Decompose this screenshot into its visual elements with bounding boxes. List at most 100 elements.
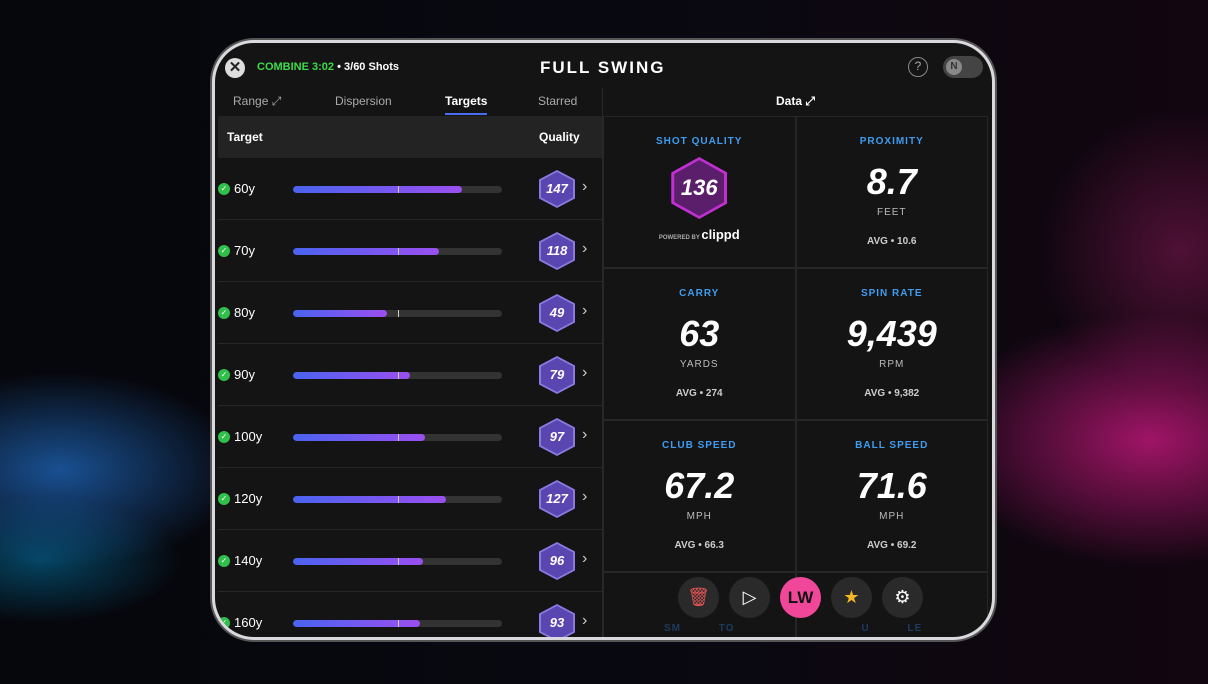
tab-dispersion[interactable]: Dispersion <box>335 94 392 108</box>
col-quality: Quality <box>539 130 580 144</box>
progress-bar <box>293 372 502 379</box>
metric-value: 8.7 <box>866 161 917 202</box>
chevron-right-icon[interactable]: › <box>582 240 588 257</box>
table-row[interactable]: ✓ 90y 79 › <box>218 344 602 406</box>
chevron-right-icon[interactable]: › <box>582 302 588 319</box>
trash-icon: 🗑 <box>687 587 710 607</box>
target-label: 60y <box>234 181 255 196</box>
metric-value: 9,439 <box>846 313 937 354</box>
metric-label: SHOT QUALITY <box>656 136 743 147</box>
data-title[interactable]: Data ⤢ <box>776 94 815 108</box>
check-icon: ✓ <box>218 617 230 629</box>
quality-value: 118 <box>541 234 573 268</box>
metric-cell: CLUB SPEED 67.2 MPH AVG • 66.3 <box>603 420 796 572</box>
metric-unit: MPH <box>686 511 712 522</box>
quality-badge: 97 <box>539 418 575 456</box>
target-label: 90y <box>234 367 255 382</box>
midpoint-marker <box>397 186 399 193</box>
metric-label: CLUB SPEED <box>662 440 737 451</box>
tab-range[interactable]: Range ⤢ <box>233 94 282 108</box>
metric-cell: BALL SPEED 71.6 MPH AVG • 69.2 <box>795 420 988 572</box>
table-row[interactable]: ✓ 120y 127 › <box>218 468 602 530</box>
table-header: Target Quality <box>218 116 602 158</box>
shot-count: • 3/60 Shots <box>337 61 400 73</box>
chevron-right-icon[interactable]: › <box>582 426 588 443</box>
table-row[interactable]: ✓ 140y 96 › <box>218 530 602 592</box>
chevron-right-icon[interactable]: › <box>582 364 588 381</box>
tab-starred[interactable]: Starred <box>538 94 578 108</box>
target-label: 80y <box>234 305 255 320</box>
club-button[interactable]: LW <box>780 577 821 618</box>
progress-bar <box>293 620 502 627</box>
gear-icon: ⚙ <box>894 587 911 607</box>
target-label: 160y <box>234 615 263 630</box>
delete-button[interactable]: 🗑 <box>678 577 719 618</box>
shot-quality-cell: SHOT QUALITY 136 POWERED BY clippd <box>603 116 796 268</box>
play-button[interactable]: ▷ <box>729 577 770 618</box>
settings-button[interactable]: ⚙ <box>882 577 923 618</box>
timer: 3:02 <box>312 61 335 73</box>
table-row[interactable]: ✓ 80y 49 › <box>218 282 602 344</box>
target-label: 70y <box>234 243 255 258</box>
check-icon: ✓ <box>218 245 230 257</box>
shot-quality-value: 136 <box>674 160 725 216</box>
powered-label: POWERED BY <box>658 235 700 241</box>
metric-average: AVG • 69.2 <box>867 540 917 551</box>
progress-bar <box>293 558 502 565</box>
progress-bar <box>293 310 502 317</box>
progress-fill <box>293 496 446 503</box>
target-label: 100y <box>234 429 263 444</box>
quality-badge: 118 <box>539 232 575 270</box>
tablet-screen: ✕ COMBINE 3:02 • 3/60 Shots FULL SWING ?… <box>212 40 995 640</box>
combine-label: COMBINE <box>257 61 309 73</box>
metric-average: AVG • 9,382 <box>864 388 920 399</box>
logo: FULL SWING <box>540 58 666 77</box>
tab-targets[interactable]: Targets <box>445 94 488 115</box>
star-button[interactable]: ★ <box>831 577 872 618</box>
table-row[interactable]: ✓ 60y 147 › <box>218 158 602 220</box>
midpoint-marker <box>397 310 399 317</box>
chevron-right-icon[interactable]: › <box>582 178 588 195</box>
quality-value: 97 <box>541 420 573 454</box>
metric-label: U LE <box>861 623 923 634</box>
chevron-right-icon[interactable]: › <box>582 612 588 629</box>
check-icon: ✓ <box>218 369 230 381</box>
help-button[interactable]: ? <box>908 57 928 77</box>
tab-bar: Range ⤢ Dispersion Targets Starred <box>218 88 602 116</box>
table-row[interactable]: ✓ 160y 93 › <box>218 592 602 637</box>
table-row[interactable]: ✓ 70y 118 › <box>218 220 602 282</box>
progress-bar <box>293 248 502 255</box>
metric-value: 71.6 <box>856 465 927 506</box>
metric-cell: SPIN RATE 9,439 RPM AVG • 9,382 <box>795 268 988 420</box>
mode-toggle[interactable]: N <box>943 56 983 78</box>
quality-badge: 49 <box>539 294 575 332</box>
target-label: 120y <box>234 491 263 506</box>
progress-fill <box>293 620 421 627</box>
data-panel: Data ⤢ SHOT QUALITY 136 POWERED BY clipp… <box>602 88 988 637</box>
midpoint-marker <box>397 620 399 627</box>
target-label: 140y <box>234 553 263 568</box>
progress-fill <box>293 186 463 193</box>
metric-unit: MPH <box>879 511 905 522</box>
quality-value: 49 <box>541 296 573 330</box>
progress-fill <box>293 434 425 441</box>
combine-status: COMBINE 3:02 • 3/60 Shots <box>257 61 399 73</box>
close-button[interactable]: ✕ <box>225 58 245 78</box>
metric-unit: FEET <box>876 207 907 218</box>
quality-hexagon: 136 <box>671 157 728 219</box>
progress-fill <box>293 248 440 255</box>
midpoint-marker <box>397 248 399 255</box>
metric-label: PROXIMITY <box>859 136 924 147</box>
chevron-right-icon[interactable]: › <box>582 550 588 567</box>
header: ✕ COMBINE 3:02 • 3/60 Shots FULL SWING ?… <box>215 43 992 91</box>
star-icon: ★ <box>843 587 860 607</box>
quality-value: 127 <box>541 482 573 516</box>
quality-badge: 147 <box>539 170 575 208</box>
progress-bar <box>293 434 502 441</box>
chevron-right-icon[interactable]: › <box>582 488 588 505</box>
check-icon: ✓ <box>218 307 230 319</box>
metric-label: SM TO <box>664 623 735 634</box>
table-row[interactable]: ✓ 100y 97 › <box>218 406 602 468</box>
progress-bar <box>293 496 502 503</box>
check-icon: ✓ <box>218 183 230 195</box>
